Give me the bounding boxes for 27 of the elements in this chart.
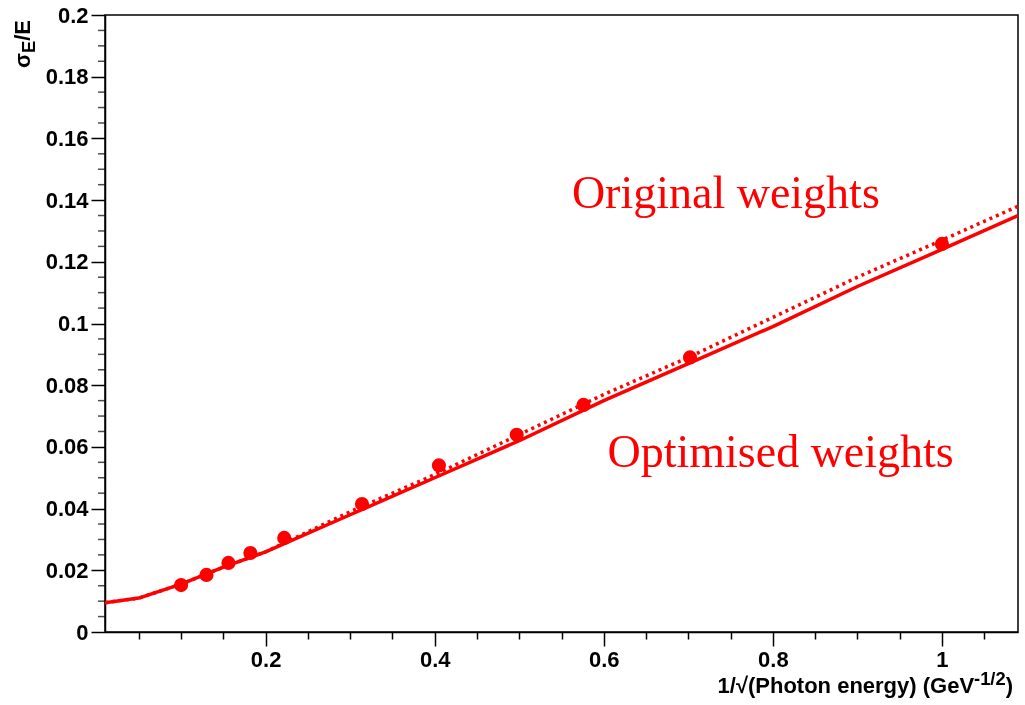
series-label: Optimised weights — [607, 426, 954, 478]
point — [354, 496, 370, 512]
y-tick-label: 0.06 — [45, 434, 89, 460]
point — [174, 578, 189, 593]
series-label: Original weights — [571, 166, 880, 218]
x-tick-label: 0.2 — [250, 646, 282, 672]
y-tick-label: 0 — [76, 619, 89, 645]
y-tick-label: 0.12 — [45, 249, 89, 275]
x-tick-label: 0.4 — [419, 646, 452, 672]
point — [199, 567, 214, 582]
point — [243, 545, 258, 561]
y-tick-label: 0.14 — [45, 187, 90, 213]
point — [221, 555, 236, 570]
y-tick-label: 0.02 — [45, 557, 89, 583]
point — [682, 350, 698, 365]
y-tick-label: 0.18 — [45, 64, 89, 90]
y-tick-label: 0.04 — [45, 496, 90, 522]
point — [431, 458, 446, 473]
point — [576, 397, 591, 412]
point — [934, 236, 949, 251]
y-tick-label: 0.08 — [45, 372, 89, 398]
point — [277, 530, 292, 545]
y-tick-label: 0.2 — [57, 2, 89, 28]
x-tick-label: 0.6 — [588, 646, 620, 672]
y-tick-label: 0.16 — [45, 125, 89, 151]
point — [509, 427, 524, 442]
y-tick-label: 0.1 — [57, 311, 89, 336]
